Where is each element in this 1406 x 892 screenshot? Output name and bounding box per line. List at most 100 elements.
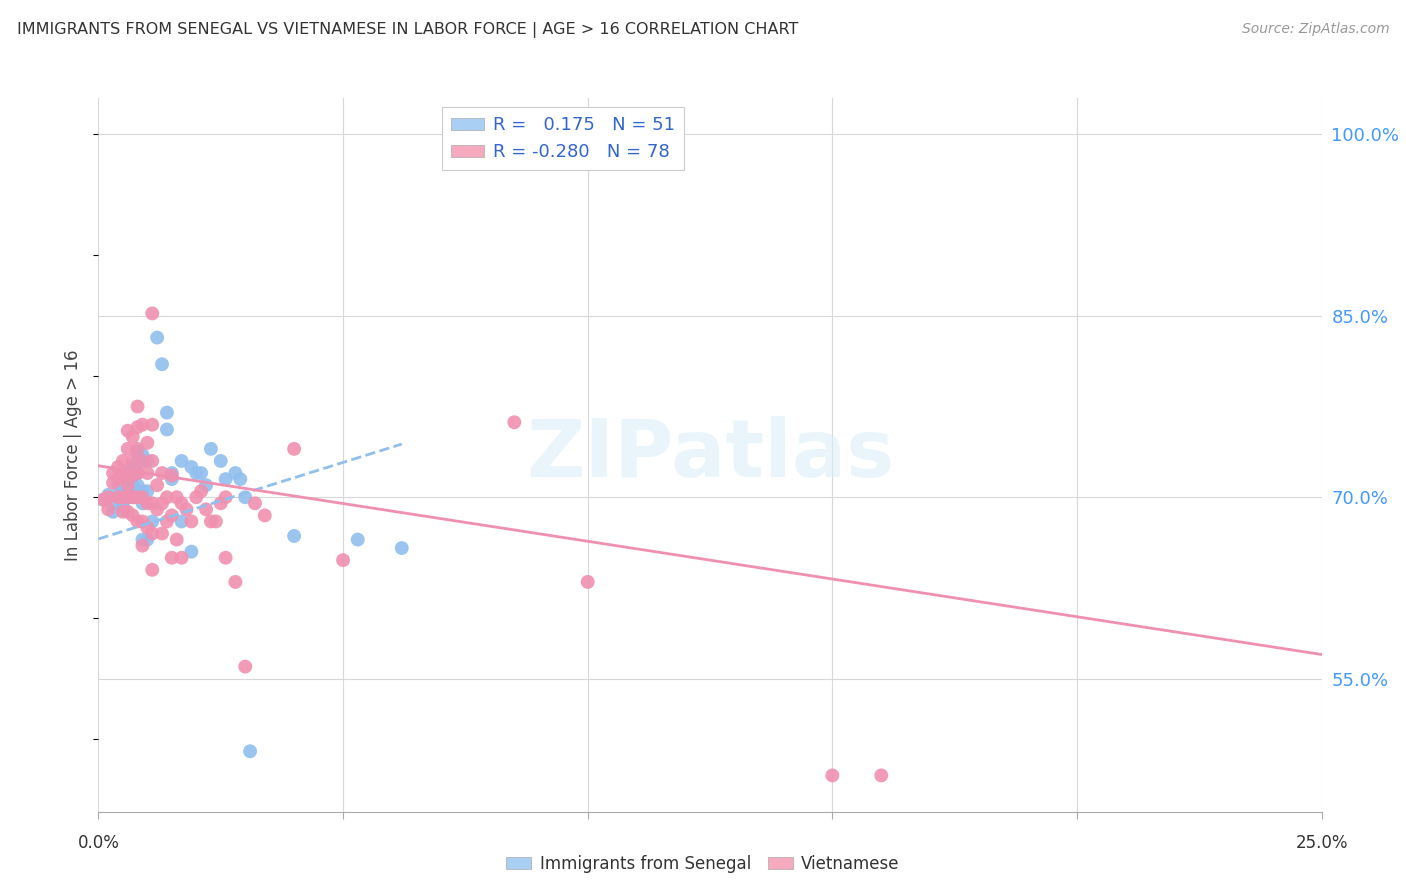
Point [107,490,129,504]
Point [283,529,305,543]
Point [160,550,183,565]
Point [131,484,153,499]
Text: Source: ZipAtlas.com: Source: ZipAtlas.com [1241,22,1389,37]
Point [186,490,208,504]
Point [156,423,179,437]
Point [186,466,208,480]
Point [170,496,193,510]
Point [141,563,163,577]
Point [117,505,139,519]
Point [117,424,139,438]
Point [195,478,218,492]
Point [121,430,143,444]
Point [117,490,139,504]
Point [131,417,153,432]
Point [101,466,124,480]
Point [136,454,159,468]
Point [111,468,134,483]
Point [233,659,256,673]
Point [200,515,222,529]
Point [870,768,893,782]
Point [131,496,153,510]
Point [117,490,139,504]
Point [136,484,159,499]
Point [233,490,256,504]
Point [229,472,252,486]
Point [97,488,120,502]
Point [136,466,159,480]
Point [111,502,134,516]
Point [821,768,844,782]
Point [127,466,149,480]
Point [127,400,149,414]
Point [101,496,124,510]
Point [127,515,149,529]
Point [121,454,143,468]
Point [127,444,149,458]
Point [214,472,236,486]
Point [180,544,202,558]
Point [117,472,139,486]
Point [346,533,368,547]
Point [127,466,149,480]
Point [131,490,153,504]
Point [127,420,149,434]
Point [121,460,143,475]
Text: 0.0%: 0.0% [77,834,120,852]
Point [111,454,134,468]
Point [131,515,153,529]
Point [391,541,413,555]
Point [97,490,120,504]
Legend: Immigrants from Senegal, Vietnamese: Immigrants from Senegal, Vietnamese [499,848,907,880]
Point [200,442,222,456]
Point [141,454,163,468]
Point [127,442,149,456]
Point [209,454,232,468]
Point [107,490,129,504]
Point [160,468,183,483]
Point [136,520,159,534]
Point [170,550,193,565]
Point [121,468,143,483]
Point [131,533,153,547]
Point [141,306,163,320]
Point [111,505,134,519]
Point [214,550,236,565]
Point [107,460,129,475]
Point [107,478,129,492]
Point [117,442,139,456]
Point [224,574,246,589]
Point [121,508,143,523]
Point [156,490,179,504]
Point [141,526,163,541]
Point [224,466,246,480]
Point [111,496,134,510]
Point [146,502,169,516]
Point [150,357,173,371]
Point [121,478,143,492]
Point [127,490,149,504]
Point [146,330,169,344]
Point [117,478,139,492]
Point [121,490,143,504]
Point [214,490,236,504]
Point [141,515,163,529]
Point [156,515,179,529]
Point [160,472,183,486]
Point [91,492,114,507]
Point [190,466,212,480]
Point [209,496,232,510]
Point [166,533,188,547]
Point [243,496,266,510]
Text: ZIPatlas: ZIPatlas [526,416,894,494]
Point [195,502,218,516]
Point [160,508,183,523]
Point [205,515,228,529]
Point [190,484,212,499]
Point [332,553,354,567]
Point [131,454,153,468]
Point [170,515,193,529]
Point [150,466,173,480]
Text: 25.0%: 25.0% [1295,834,1348,852]
Point [91,492,114,507]
